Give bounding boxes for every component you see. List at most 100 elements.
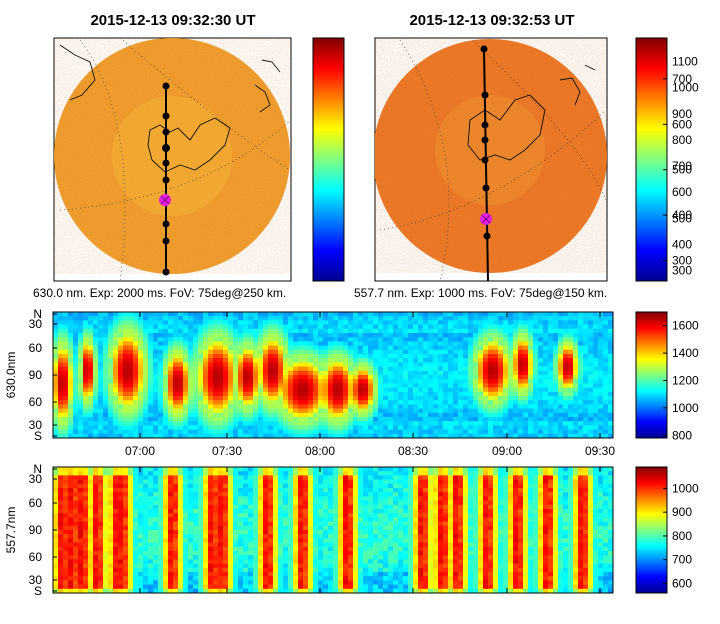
- keogram-630-cell: [453, 333, 459, 338]
- keogram-557-cell: [78, 475, 84, 480]
- keogram-630-cell: [278, 362, 284, 367]
- keogram-630-cell: [573, 316, 579, 321]
- keogram-557-cell: [128, 492, 134, 497]
- keogram-630-cell: [128, 387, 134, 393]
- keogram-630-cell: [228, 316, 234, 321]
- keogram-xtick-label: 07:00: [125, 444, 155, 458]
- keogram-557-cell: [53, 538, 59, 543]
- keogram-630-cell: [608, 328, 613, 334]
- keogram-557-cell: [98, 559, 104, 564]
- keogram-630-cell: [168, 396, 174, 401]
- keogram-557-cell: [88, 500, 94, 506]
- keogram-557-cell: [243, 479, 249, 485]
- keogram-630-cell: [138, 320, 144, 325]
- keogram-ytick-label: 90: [29, 368, 43, 382]
- keogram-630-cell: [118, 417, 124, 422]
- colorbar-tick-label: 900: [672, 107, 692, 121]
- keogram-630-cell: [208, 370, 214, 376]
- keogram-630-cell: [593, 421, 599, 426]
- keogram-557-cell: [83, 504, 89, 510]
- keogram-630-cell: [403, 345, 409, 351]
- keogram-630-cell: [398, 404, 404, 409]
- keogram-557-cell: [58, 509, 64, 514]
- keogram-630-cell: [263, 421, 269, 426]
- keogram-630-cell: [273, 421, 279, 426]
- keogram-630-cell: [403, 354, 409, 359]
- keogram-630-cell: [368, 337, 374, 342]
- keogram-630-cell: [333, 316, 339, 321]
- keogram-630-cell: [98, 387, 104, 393]
- keogram-630-cell: [603, 341, 609, 346]
- keogram-630-cell: [178, 345, 184, 351]
- keogram-630-cell: [583, 349, 589, 355]
- keogram-630-cell: [473, 400, 479, 405]
- keogram-630-cell: [168, 391, 174, 397]
- keogram-630-cell: [208, 421, 214, 426]
- keogram-557-cell: [303, 509, 309, 514]
- keogram-630-cell: [478, 425, 484, 430]
- keogram-557-cell: [118, 521, 124, 527]
- keogram-557-cell: [153, 488, 159, 493]
- keogram-630-cell: [548, 421, 554, 426]
- keogram-630-cell: [303, 349, 309, 355]
- keogram-630-cell: [373, 417, 379, 422]
- keogram-557-cell: [258, 504, 264, 510]
- keogram-557-cell: [83, 538, 89, 543]
- keogram-630-cell: [368, 429, 374, 435]
- keogram-557-cell: [198, 509, 204, 514]
- keogram-630-cell: [383, 396, 389, 401]
- keogram-557-cell: [193, 513, 199, 518]
- keogram-630-cell: [233, 366, 239, 372]
- keogram-557-cell: [293, 496, 299, 501]
- keogram-557-cell: [238, 488, 244, 493]
- keogram-557-cell: [253, 584, 259, 590]
- keogram-630-cell: [498, 328, 504, 334]
- keogram-630-cell: [478, 421, 484, 426]
- keogram-630-cell: [103, 408, 109, 414]
- keogram-630-cell: [133, 408, 139, 414]
- keogram-557-cell: [173, 509, 179, 514]
- keogram-630-cell: [508, 320, 514, 325]
- keogram-557-cell: [238, 542, 244, 548]
- keogram-630-cell: [278, 320, 284, 325]
- keogram-630-cell: [488, 324, 494, 330]
- keogram-630-cell: [598, 433, 604, 438]
- keogram-557-cell: [93, 525, 99, 531]
- keogram-630-cell: [193, 412, 199, 418]
- keogram-630-cell: [413, 324, 419, 330]
- keogram-630-cell: [468, 358, 474, 363]
- keogram-557-cell: [128, 471, 134, 476]
- keogram-630-cell: [418, 400, 424, 405]
- keogram-557-cell: [98, 546, 104, 552]
- keogram-630-cell: [458, 400, 464, 405]
- keogram-630-cell: [573, 387, 579, 393]
- keogram-630-cell: [413, 400, 419, 405]
- keogram-557-cell: [248, 488, 254, 493]
- keogram-630-cell: [218, 316, 224, 321]
- keogram-557-cell: [208, 488, 214, 493]
- keogram-630-cell: [573, 320, 579, 325]
- keogram-630-cell: [293, 400, 299, 405]
- keogram-630-cell: [533, 358, 539, 363]
- keogram-630-cell: [323, 391, 329, 397]
- keogram-630-cell: [193, 320, 199, 325]
- keogram-630-cell: [318, 333, 324, 338]
- keogram-557-cell: [298, 546, 304, 552]
- keogram-630-cell: [558, 358, 564, 363]
- keogram-557-cell: [183, 580, 189, 585]
- keogram-630-cell: [108, 375, 114, 380]
- keogram-630-cell: [183, 383, 189, 388]
- keogram-630-cell: [388, 358, 394, 363]
- keogram-630-cell: [463, 408, 469, 414]
- keogram-557-cell: [163, 572, 169, 577]
- keogram-630-cell: [193, 333, 199, 338]
- keogram-630-cell: [568, 328, 574, 334]
- keogram-630-cell: [263, 320, 269, 325]
- keogram-557-cell: [118, 517, 124, 522]
- keogram-630-cell: [363, 433, 369, 438]
- keogram-630-cell: [548, 412, 554, 418]
- keogram-630-cell: [418, 396, 424, 401]
- keogram-630-cell: [168, 408, 174, 414]
- keogram-557-cell: [73, 504, 79, 510]
- keogram-557-cell: [178, 584, 184, 590]
